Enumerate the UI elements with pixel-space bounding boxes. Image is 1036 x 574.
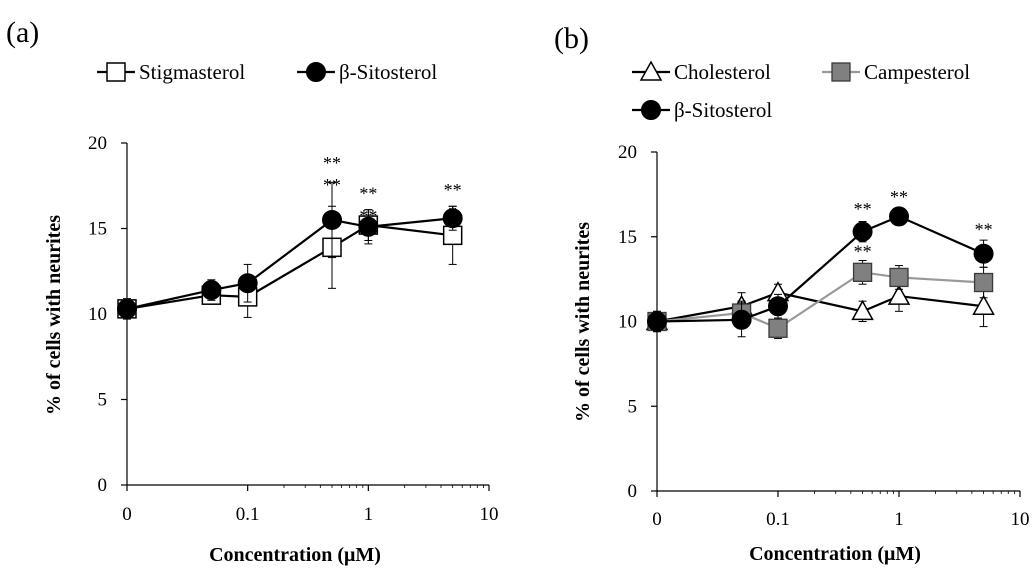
panel-b-data-point [889,206,909,227]
panel-b: (b) Cholesterol Campesterol β-Sitosterol 0… [554,22,1030,565]
panel-b-x-tick-label: 0.1 [766,509,790,530]
panel-b-legend-item: Campesterol [822,60,970,84]
panel-b-legend-item: β-Sitosterol [632,98,772,122]
panel-b-y-axis-title: % of cells with neurites [572,222,594,422]
panel-a-label: (a) [6,16,39,49]
panel-b-legend-label: Cholesterol [674,60,771,84]
panel-b-x-tick-label: 0 [652,509,662,530]
panel-b-data-point [852,262,873,282]
panel-b-data-point [973,272,994,293]
panel-b-significance-mark: ** [975,219,993,239]
panel-a-annotations: **** ******* [323,153,462,226]
panel-b-x-tick-label: 10 [1011,509,1030,530]
panel-a-y-tick-label: 20 [88,133,107,154]
panel-b-annotations: ** ** ** ** [854,187,993,261]
panel-b-y-tick-label: 0 [628,481,638,502]
panel-b-data-point [647,311,667,332]
panel-b-axes: 0 5 10 15 20 0 0.1 1 10 [618,142,1030,530]
panel-b-data-point [972,294,995,315]
panel-b-data-point [768,318,788,338]
panel-a-data-point [117,298,137,319]
panel-a-y-axis-title: % of cells with neurites [43,215,65,415]
panel-a-series [117,181,463,320]
panel-b-series-line-1 [656,271,984,330]
panel-b-legend-swatch-marker [641,100,661,120]
panel-b-y-tick-label: 10 [618,312,637,333]
panel-b-series-line-2 [656,215,985,323]
panel-a-y-tick-label: 0 [98,475,108,496]
panel-a-axes: 0 5 10 15 20 0 0.1 1 10 [88,133,499,525]
panel-b-significance-mark: ** [854,241,872,261]
panel-a-legend-swatch-marker [106,62,126,82]
panel-a-legend-label: Stigmasterol [139,60,245,84]
panel-b-data-point [887,284,911,305]
panel-a-y-tick-label: 5 [98,390,108,411]
panel-a-significance-mark: ** [359,184,377,204]
panel-a-data-point [442,208,463,229]
panel-b-y-tick-label: 15 [618,227,637,248]
panel-b-series [645,206,995,339]
panel-a-series-line-0 [126,223,453,310]
panel-b-legend-swatch-marker [639,60,663,81]
panel-b-significance-mark: ** [854,199,872,219]
panel-a-significance-mark: ** [323,175,341,195]
panel-b-legend-label: β-Sitosterol [674,98,772,122]
panel-b-y-tick-label: 20 [618,142,637,163]
panel-a-legend-item: β-Sitosterol [297,60,437,84]
panel-a-legend-label: β-Sitosterol [339,60,437,84]
panel-a-data-point [322,209,343,230]
panel-a-series-line-1 [126,217,453,310]
panel-b-legend-swatch-marker [831,62,851,82]
panel-b-data-point [731,309,752,330]
panel-a: (a) Stigmasterol β-Sitosterol 0 5 10 15 20 0 0.… [6,16,499,566]
panel-a-y-tick-label: 15 [88,219,107,240]
panel-a-data-point [237,273,258,294]
panel-b-significance-mark: ** [890,187,908,207]
panel-b-label: (b) [554,22,589,55]
panel-a-legend-swatch-marker [306,62,326,82]
panel-b-legend-label: Campesterol [864,60,970,84]
panel-a-x-tick-label: 0.1 [236,504,260,525]
panel-a-legend-item: Stigmasterol [97,60,245,84]
panel-a-data-point [201,280,222,301]
panel-b-data-point [852,221,873,242]
panel-a-data-point [358,216,379,237]
panel-a-significance-mark: * [448,202,457,222]
panel-b-data-point [768,296,788,317]
panel-a-significance-mark: ** [323,153,341,173]
panel-b-data-point [851,299,874,321]
panel-a-x-axis-title: Concentration (μM) [209,544,381,566]
panel-b-y-tick-label: 5 [628,396,638,417]
panel-a-x-tick-label: 10 [480,504,499,525]
panel-b-legend: Cholesterol Campesterol β-Sitosterol [632,60,970,122]
panel-a-y-tick-label: 10 [88,304,107,325]
panel-b-data-point [889,267,909,288]
panel-a-legend: Stigmasterol β-Sitosterol [97,60,437,84]
panel-b-series-line-0 [656,291,984,323]
panel-b-x-tick-label: 1 [894,509,904,530]
panel-a-x-tick-label: 1 [364,504,374,525]
panel-b-data-point [973,243,994,264]
panel-a-significance-mark: ** [359,206,377,226]
panel-b-legend-item: Cholesterol [632,60,771,84]
panel-a-significance-mark: ** [444,180,462,200]
panel-a-x-tick-label: 0 [122,504,132,525]
panel-b-x-axis-title: Concentration (μM) [749,543,921,565]
